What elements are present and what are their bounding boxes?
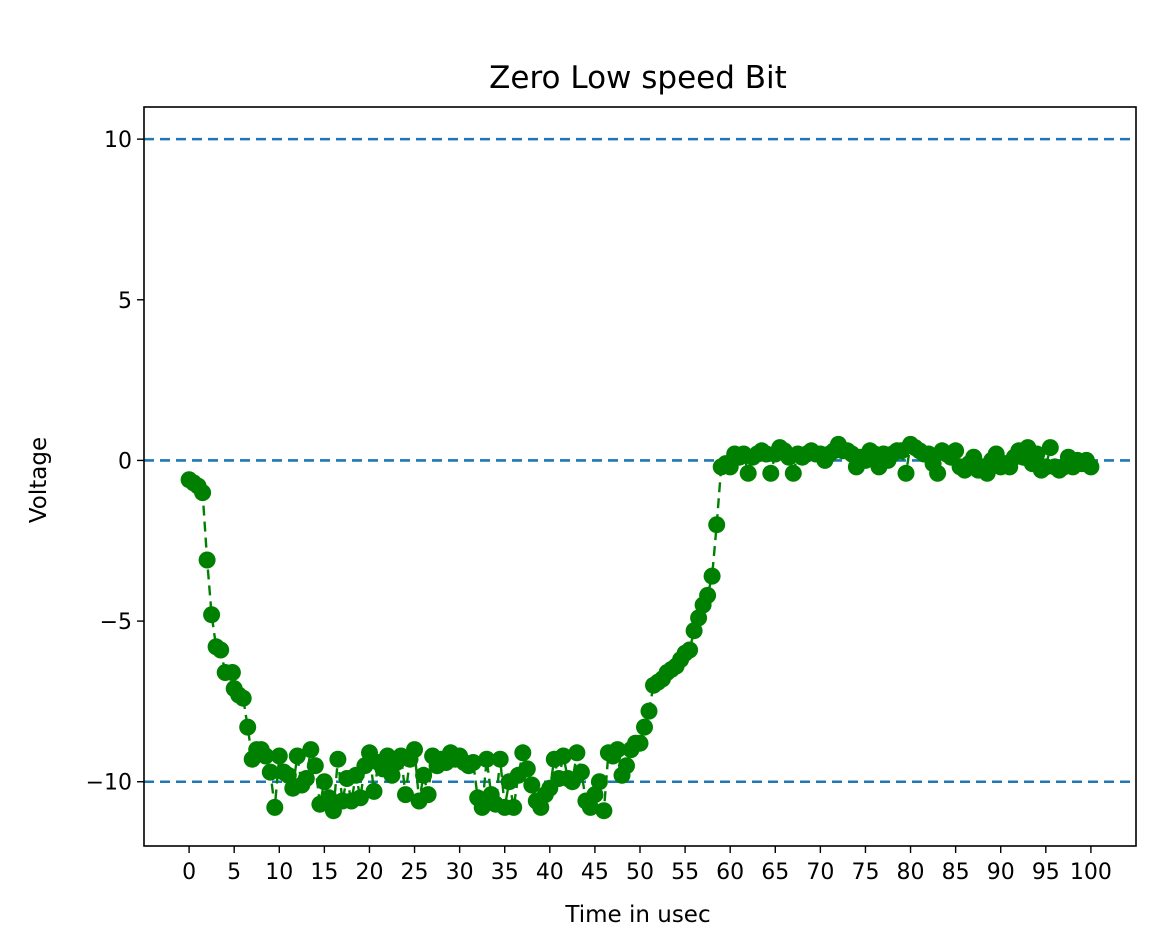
x-tick-label: 55 <box>671 860 699 885</box>
y-tick-label: 10 <box>104 128 132 153</box>
data-point <box>279 766 297 784</box>
data-point <box>618 757 635 775</box>
data-point <box>356 757 374 775</box>
data-point <box>306 757 324 775</box>
x-tick-label: 100 <box>1070 860 1112 885</box>
data-point <box>518 760 536 778</box>
data-point <box>223 664 241 681</box>
x-tick-label: 30 <box>446 860 474 885</box>
data-point <box>690 609 708 627</box>
x-tick-label: 15 <box>310 860 338 885</box>
data-point <box>302 741 320 759</box>
data-point <box>568 744 586 762</box>
y-tick-label: 0 <box>118 449 132 474</box>
data-point <box>514 744 532 762</box>
data-point <box>365 782 383 800</box>
x-tick-label: 5 <box>227 860 241 885</box>
data-point <box>261 763 279 781</box>
data-point <box>631 734 649 752</box>
data-point <box>419 786 437 804</box>
data-point <box>383 766 401 784</box>
x-tick-label: 75 <box>851 860 879 885</box>
x-tick-label: 25 <box>401 860 429 885</box>
data-point <box>464 754 482 771</box>
x-axis-ticks: 0 5 10 15 20 25 30 35 40 45 50 55 60 65 70 75 80 85 90 95 10… <box>182 846 1112 885</box>
data-point <box>897 464 915 482</box>
x-tick-label: 60 <box>716 860 744 885</box>
x-tick-label: 35 <box>491 860 519 885</box>
data-point <box>397 786 414 804</box>
data-point <box>239 718 257 736</box>
y-tick-label: −5 <box>100 610 132 635</box>
data-point <box>699 586 717 604</box>
data-point <box>523 776 541 794</box>
data-point <box>978 464 996 482</box>
data-point <box>257 747 275 765</box>
data-point <box>320 789 338 807</box>
series-line <box>188 442 1092 812</box>
data-point <box>681 641 699 659</box>
data-point <box>1082 458 1100 476</box>
data-point <box>505 798 523 816</box>
chart-title: Zero Low speed Bit <box>489 60 787 96</box>
y-tick-label: 5 <box>118 289 132 314</box>
data-point <box>947 442 965 460</box>
y-axis-ticks: 10 5 0 −5 −10 <box>86 128 144 796</box>
data-point <box>1041 439 1059 457</box>
data-point <box>315 773 333 791</box>
data-point <box>708 516 726 534</box>
data-point <box>586 786 604 804</box>
x-tick-label: 10 <box>265 860 293 885</box>
data-point <box>554 747 572 765</box>
y-tick-label: −10 <box>86 771 132 796</box>
data-point <box>1028 445 1046 463</box>
x-tick-label: 70 <box>806 860 834 885</box>
x-tick-label: 20 <box>355 860 383 885</box>
data-point <box>415 766 433 784</box>
data-point <box>762 464 780 482</box>
data-point <box>473 798 491 816</box>
data-point <box>329 750 347 768</box>
data-point <box>212 641 230 659</box>
x-tick-label: 80 <box>897 860 925 885</box>
data-point <box>288 747 306 765</box>
x-tick-label: 90 <box>987 860 1015 885</box>
x-tick-label: 40 <box>536 860 564 885</box>
data-point <box>297 770 315 787</box>
data-point <box>491 750 509 768</box>
data-point <box>739 464 757 482</box>
x-tick-label: 65 <box>761 860 789 885</box>
data-point <box>406 741 423 759</box>
x-tick-label: 50 <box>626 860 654 885</box>
data-point <box>351 789 369 807</box>
data-point <box>590 773 608 791</box>
data-point <box>636 718 653 736</box>
data-point <box>685 622 703 640</box>
data-point <box>266 798 284 816</box>
data-point <box>784 464 802 482</box>
data-point <box>478 750 496 768</box>
data-point <box>581 798 599 816</box>
data-point <box>203 606 221 624</box>
data-point <box>194 484 212 502</box>
y-axis-label: Voltage <box>26 437 52 523</box>
x-tick-label: 85 <box>942 860 970 885</box>
data-point <box>198 551 216 569</box>
x-tick-label: 0 <box>182 860 196 885</box>
series-layer <box>180 435 1100 820</box>
data-point <box>640 702 658 720</box>
data-point <box>234 689 252 707</box>
x-tick-label: 95 <box>1032 860 1060 885</box>
data-point <box>270 747 288 765</box>
data-point <box>572 763 590 781</box>
x-axis-label: Time in usec <box>564 902 710 928</box>
x-tick-label: 45 <box>581 860 609 885</box>
data-point <box>595 802 613 820</box>
data-point <box>609 741 626 759</box>
data-point <box>532 798 550 816</box>
data-point <box>929 464 947 482</box>
data-point <box>703 567 721 585</box>
